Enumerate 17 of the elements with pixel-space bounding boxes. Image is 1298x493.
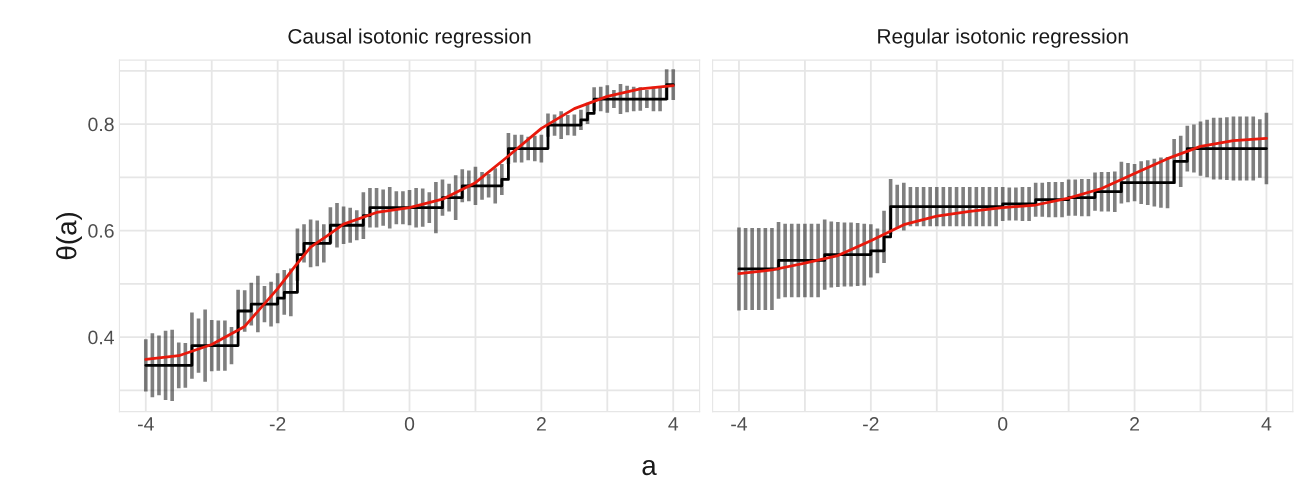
x-tick-label: -4 <box>138 417 154 431</box>
x-axis-title: a <box>642 459 657 476</box>
y-tick-label: 0.6 <box>88 224 114 238</box>
chart-title: Causal isotonic regression <box>288 28 531 48</box>
x-tick-label: 2 <box>536 417 546 431</box>
x-tick-label: 2 <box>1130 417 1139 431</box>
y-tick-label: 0.4 <box>88 330 114 345</box>
x-tick-label: 0 <box>998 417 1008 431</box>
x-tick-label: 4 <box>668 417 679 431</box>
y-axis-title: θ(a) <box>56 212 82 260</box>
y-tick-label: 0.8 <box>88 117 114 132</box>
x-tick-label: -2 <box>863 417 879 431</box>
chart-title: Regular isotonic regression <box>878 28 1128 48</box>
x-tick-label: -4 <box>731 417 748 431</box>
x-tick-label: -2 <box>269 417 286 431</box>
x-tick-label: 4 <box>1261 417 1272 431</box>
x-tick-label: 0 <box>404 417 415 431</box>
